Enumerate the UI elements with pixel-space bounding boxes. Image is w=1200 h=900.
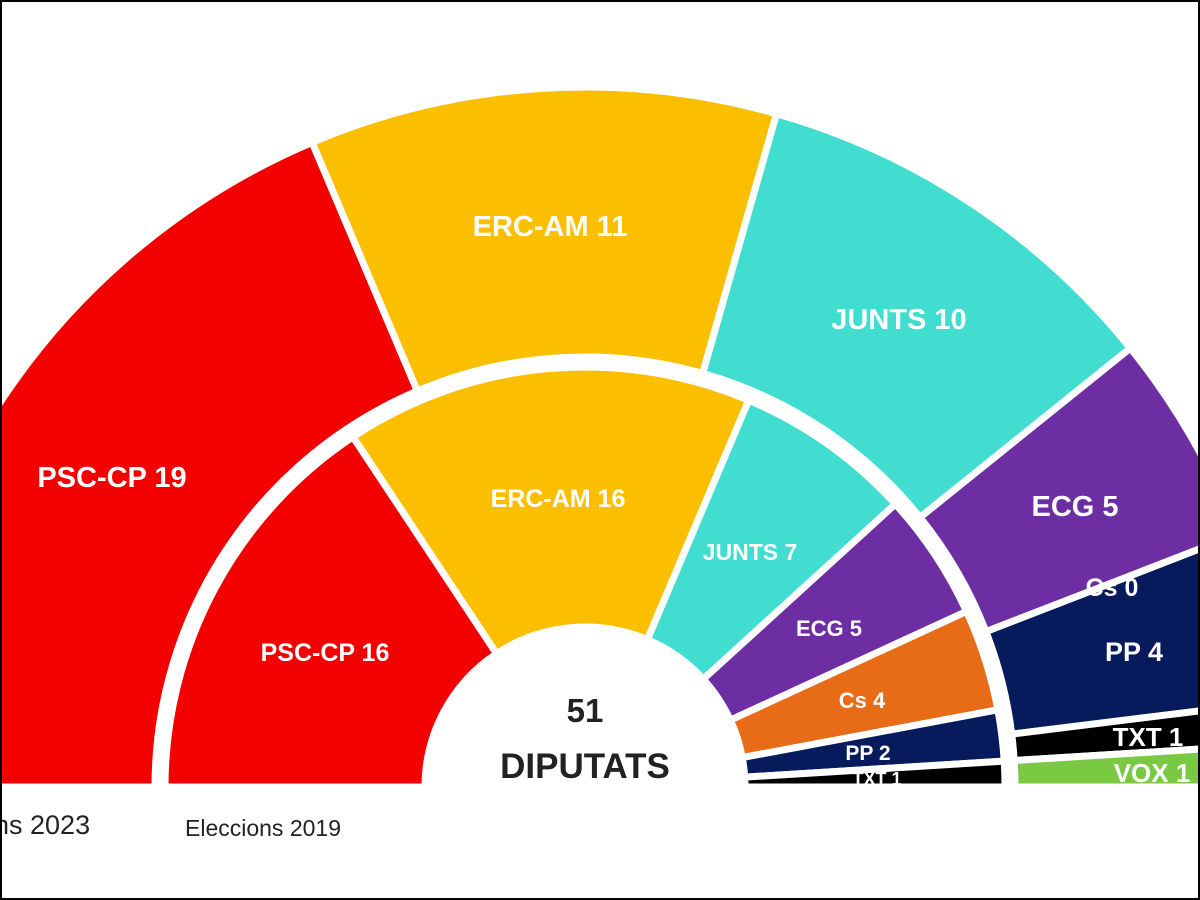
caption-2023: ns 2023 <box>2 810 90 840</box>
outer-label-pp-4: PP 4 <box>1105 637 1163 667</box>
center-seat-count: 51 <box>567 692 604 729</box>
outer-ring-2023 <box>2 83 1198 791</box>
inner-label-junts-7: JUNTS 7 <box>703 539 798 565</box>
inner-seat-segment-psc-cp-16 <box>161 432 502 791</box>
inner-label-cs-4: Cs 4 <box>839 688 886 713</box>
segment-labels: PSC-CP 19 ERC-AM 11 JUNTS 10 ECG 5 Cs 0 PP 4 T… <box>37 211 1190 789</box>
outer-label-txt-1: TXT 1 <box>1113 722 1184 752</box>
outer-seat-segment-vox-1 <box>1010 745 1198 791</box>
outer-label-cs-0: Cs 0 <box>1086 574 1139 602</box>
inner-label-psc-cp-16: PSC-CP 16 <box>261 639 390 667</box>
outer-seat-segment-ecg-5 <box>915 343 1198 637</box>
inner-ring-2019 <box>161 363 1009 791</box>
inner-label-pp-2: PP 2 <box>845 742 890 765</box>
inner-seat-segment-txt-1 <box>740 757 1009 791</box>
outer-label-junts-10: JUNTS 10 <box>831 304 966 336</box>
outer-label-psc-cp-19: PSC-CP 19 <box>37 462 186 494</box>
inner-seat-segment-erc-am-16 <box>348 363 754 659</box>
outer-label-vox-1: VOX 1 <box>1114 758 1191 788</box>
outer-label-erc-am-11: ERC-AM 11 <box>473 211 628 243</box>
outer-seat-segment-psc-cp-19 <box>2 137 422 791</box>
inner-label-txt-1: TXT 1 <box>852 769 901 789</box>
outer-seat-segment-erc-am-11 <box>307 83 781 396</box>
center-seat-word: DIPUTATS <box>500 747 670 786</box>
inner-label-ecg-5: ECG 5 <box>796 616 862 641</box>
inner-label-erc-am-16: ERC-AM 16 <box>491 485 626 513</box>
outer-label-ecg-5: ECG 5 <box>1031 491 1118 523</box>
caption-2019: Eleccions 2019 <box>185 815 341 841</box>
